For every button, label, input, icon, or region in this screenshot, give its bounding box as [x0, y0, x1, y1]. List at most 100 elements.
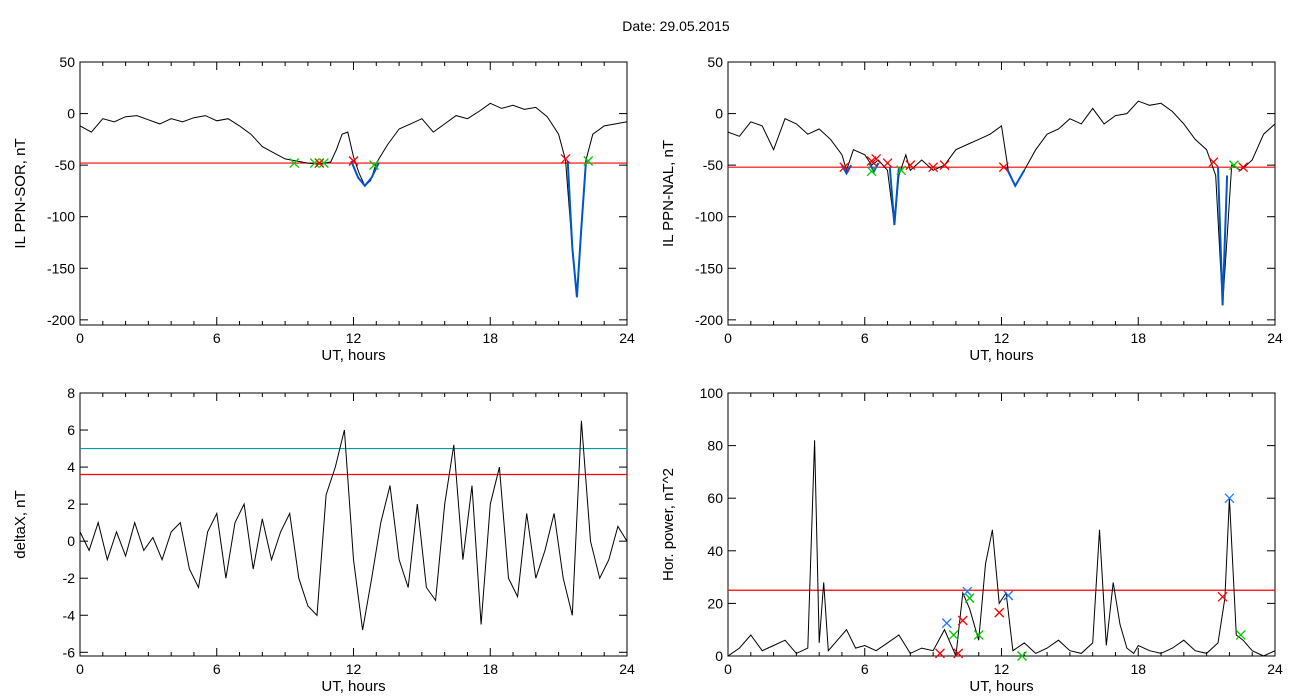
event-marker: [905, 160, 916, 171]
event-marker: [309, 158, 320, 169]
event-marker: [994, 607, 1005, 618]
y-tick-label: -100: [695, 209, 723, 225]
y-tick-label: 0: [715, 106, 723, 122]
event-marker: [318, 158, 329, 169]
event-marker: [1208, 157, 1219, 168]
panel-ppn-nal: UT, hours IL PPN-NAL, nT 0 6 12 18 24 50 0 -50 -…: [660, 54, 1283, 364]
y-tick-label: -50: [55, 157, 75, 173]
plot-area: [80, 102, 627, 298]
x-tick-label: 24: [1267, 330, 1283, 346]
event-marker: [1229, 160, 1239, 171]
y-tick-label: 4: [67, 459, 75, 475]
event-marker: [896, 165, 907, 176]
y-tick-label: -150: [47, 260, 75, 276]
event-marker: [560, 153, 571, 164]
event-marker: [314, 158, 325, 169]
y-tick-label: 0: [67, 106, 75, 122]
event-marker: [935, 648, 945, 659]
series-line: [728, 440, 1275, 656]
event-marker: [962, 586, 973, 597]
x-tick-label: 12: [994, 661, 1010, 677]
event-marker: [289, 158, 300, 169]
panel-ppn-sor: UT, hours IL PPN-SOR, nT 0 6 12 18 24 50 0 -50 -…: [12, 54, 635, 364]
event-segment: [566, 160, 587, 298]
x-axis-label: UT, hours: [969, 347, 1033, 364]
y-tick-label: 80: [707, 438, 723, 454]
x-tick-label: 6: [213, 330, 221, 346]
event-marker: [583, 156, 594, 166]
event-segment: [1217, 167, 1229, 306]
panel-hor-power: UT, hours Hor. power, nT^2 0 6 12 18 24 100 80…: [660, 385, 1283, 695]
y-tick-label: 8: [67, 385, 75, 401]
event-marker: [882, 158, 893, 169]
event-marker: [939, 160, 950, 171]
y-tick-label: -6: [63, 644, 76, 660]
y-tick-label: -2: [63, 570, 76, 586]
y-tick-label: -200: [47, 312, 75, 328]
x-tick-label: 0: [724, 330, 732, 346]
x-tick-label: 18: [482, 330, 498, 346]
x-tick-label: 12: [994, 330, 1010, 346]
y-axis-label: IL PPN-NAL, nT: [660, 140, 677, 247]
event-marker: [839, 162, 850, 173]
event-marker: [1217, 591, 1228, 602]
y-tick-label: -150: [695, 260, 723, 276]
plot-area: [80, 420, 627, 631]
plot-area: [728, 440, 1275, 656]
y-tick-label: 40: [707, 543, 723, 559]
x-axis-label: UT, hours: [969, 678, 1033, 695]
x-tick-label: 0: [76, 330, 84, 346]
x-tick-label: 0: [76, 661, 84, 677]
y-tick-label: 0: [715, 648, 723, 664]
event-marker: [998, 162, 1009, 173]
x-axis-label: UT, hours: [321, 678, 385, 695]
y-tick-label: 100: [700, 385, 724, 401]
event-segment: [888, 167, 900, 226]
series-line: [80, 102, 627, 298]
event-marker: [964, 593, 975, 604]
y-tick-label: 2: [67, 496, 75, 512]
x-tick-label: 6: [213, 661, 221, 677]
figure-title: Date: 29.05.2015: [622, 18, 730, 34]
event-segment: [1005, 166, 1026, 188]
y-tick-label: 50: [707, 54, 723, 70]
y-axis-label: Hor. power, nT^2: [660, 468, 677, 581]
event-marker: [948, 630, 959, 640]
y-axis-label: IL PPN-SOR, nT: [12, 138, 29, 248]
series-line: [80, 420, 627, 631]
x-axis-label: UT, hours: [321, 347, 385, 364]
event-marker: [953, 648, 964, 659]
x-tick-label: 24: [1267, 661, 1283, 677]
x-tick-label: 18: [1130, 330, 1146, 346]
y-tick-label: 20: [707, 595, 723, 611]
x-tick-label: 18: [482, 661, 498, 677]
x-tick-label: 0: [724, 661, 732, 677]
x-tick-label: 12: [346, 330, 362, 346]
y-tick-label: -50: [703, 157, 723, 173]
x-tick-label: 18: [1130, 661, 1146, 677]
series-line: [728, 100, 1275, 306]
event-segment: [350, 160, 380, 188]
event-marker: [871, 153, 882, 164]
x-tick-label: 24: [619, 661, 635, 677]
event-marker: [941, 618, 952, 629]
y-tick-label: -4: [63, 607, 76, 623]
event-marker: [369, 160, 379, 171]
event-marker: [957, 615, 968, 626]
event-marker: [1224, 493, 1235, 504]
plot-frame: [727, 392, 1276, 657]
x-tick-label: 6: [861, 661, 869, 677]
event-marker: [1017, 651, 1027, 661]
x-tick-label: 24: [619, 330, 635, 346]
plot-frame: [79, 61, 628, 326]
y-tick-label: 0: [67, 533, 75, 549]
event-marker: [1238, 162, 1249, 173]
x-tick-label: 12: [346, 661, 362, 677]
panel-deltax: UT, hours deltaX, nT 0 6 12 18 24 8 6 4 2 0 -2 -4 -6: [12, 385, 635, 695]
event-marker: [348, 156, 359, 166]
plot-area: [728, 100, 1275, 306]
plot-frame: [727, 61, 1276, 326]
y-tick-label: -200: [695, 312, 723, 328]
y-tick-label: 50: [59, 54, 75, 70]
event-marker: [973, 630, 984, 640]
